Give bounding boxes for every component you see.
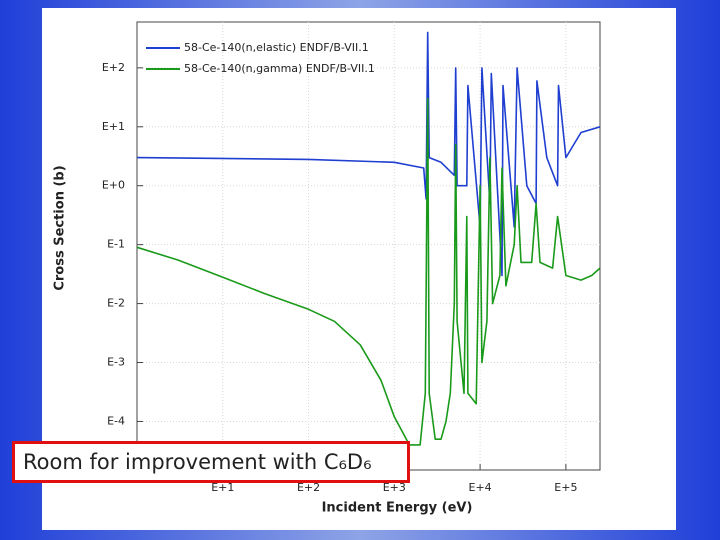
y-tick-label: E-2 xyxy=(107,297,125,310)
y-tick-label: E-3 xyxy=(107,356,125,369)
x-tick-label: E+2 xyxy=(297,481,320,494)
y-tick-label: E+0 xyxy=(102,179,125,192)
series-line xyxy=(136,97,601,446)
annotation: Room for improvement with C₆D₆ xyxy=(12,441,410,483)
x-tick-label: E+3 xyxy=(383,481,406,494)
y-tick-label: E-4 xyxy=(107,414,125,427)
x-tick-label: E+1 xyxy=(211,481,234,494)
y-axis-title: Cross Section (b) xyxy=(53,165,68,290)
legend-label: 58-Ce-140(n,elastic) ENDF/B-VII.1 xyxy=(184,41,369,54)
legend-label: 58-Ce-140(n,gamma) ENDF/B-VII.1 xyxy=(184,62,375,75)
x-tick-label: E+5 xyxy=(554,481,577,494)
y-tick-label: E-1 xyxy=(107,238,125,251)
series-line xyxy=(136,31,601,277)
x-axis-title: Incident Energy (eV) xyxy=(322,501,473,516)
y-tick-label: E+1 xyxy=(102,120,125,133)
x-tick-label: E+4 xyxy=(469,481,492,494)
y-tick-label: E+2 xyxy=(102,61,125,74)
